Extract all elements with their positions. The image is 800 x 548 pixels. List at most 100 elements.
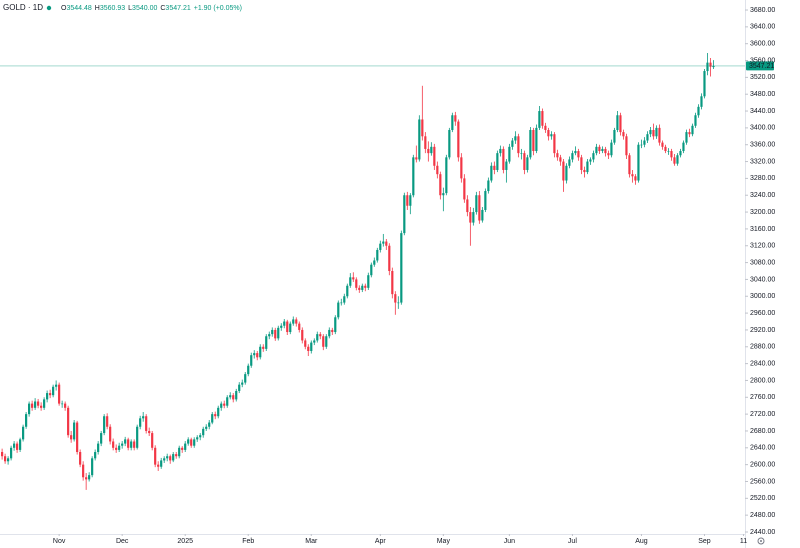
candle-body — [448, 129, 451, 158]
candle-body — [256, 353, 259, 358]
candle-body — [667, 151, 670, 152]
candle-body — [616, 115, 619, 130]
candle-body — [589, 159, 592, 162]
candle-body — [502, 148, 505, 170]
candle-body — [478, 195, 481, 221]
candle-body — [13, 443, 16, 448]
candle-body — [244, 374, 247, 383]
candle-body — [160, 460, 163, 467]
candle-body — [391, 271, 394, 295]
candle-body — [529, 129, 532, 158]
quote-value: 3560.93 — [100, 5, 125, 12]
status-dot — [46, 5, 52, 11]
quote-label: O — [61, 5, 67, 12]
candle-body — [484, 191, 487, 210]
candle-body — [514, 136, 517, 141]
candle-body — [286, 321, 289, 333]
candles — [1, 52, 715, 490]
y-tick-label: 2720.00 — [750, 411, 775, 418]
candle-body — [490, 165, 493, 181]
candle-body — [238, 384, 241, 391]
candle-body — [115, 447, 118, 450]
candle-body — [643, 140, 646, 145]
candle-body — [376, 249, 379, 261]
settings-icon[interactable] — [757, 537, 765, 545]
candle-body — [106, 416, 109, 427]
candle-body — [565, 165, 568, 181]
candle-body — [127, 439, 130, 448]
y-tick-label: 2920.00 — [750, 327, 775, 334]
legend-header: GOLD · 1D O3544.48 H3560.93 L3540.00 C3547.… — [3, 3, 242, 12]
candle-body — [73, 422, 76, 440]
candle-body — [172, 454, 175, 461]
candle-body — [310, 342, 313, 351]
candle-body — [193, 439, 196, 446]
x-tick-label: Mar — [305, 538, 318, 545]
candle-body — [355, 279, 358, 288]
y-tick-label: 3040.00 — [750, 276, 775, 283]
candle-body — [595, 146, 598, 154]
candle-body — [499, 148, 502, 154]
y-tick-label: 3640.00 — [750, 24, 775, 31]
candle-body — [505, 161, 508, 170]
candle-body — [319, 334, 322, 337]
candle-body — [361, 285, 364, 290]
candle-body — [703, 71, 706, 97]
candle-body — [577, 151, 580, 158]
quote-value: 3547.21 — [165, 5, 190, 12]
candle-body — [142, 416, 145, 419]
candle-body — [559, 157, 562, 162]
candle-body — [31, 403, 34, 408]
y-tick-label: 3280.00 — [750, 175, 775, 182]
candle-body — [415, 157, 418, 160]
candle-body — [52, 386, 55, 396]
y-tick-label: 2680.00 — [750, 428, 775, 435]
candle-body — [235, 390, 238, 400]
candle-body — [382, 241, 385, 244]
x-tick-label: May — [437, 538, 451, 545]
candle-body — [25, 414, 28, 427]
candle-body — [337, 302, 340, 318]
candle-body — [88, 475, 91, 480]
candle-body — [202, 428, 205, 436]
candle-body — [169, 456, 172, 461]
candle-body — [427, 148, 430, 154]
y-tick-label: 2520.00 — [750, 495, 775, 502]
candle-body — [175, 454, 178, 457]
candle-body — [1, 452, 4, 457]
candle-body — [469, 212, 472, 223]
candle-body — [133, 441, 136, 448]
candle-body — [229, 395, 232, 398]
y-tick-label: 2960.00 — [750, 310, 775, 317]
x-tick-label: Sep — [698, 538, 711, 545]
y-tick-label: 3680.00 — [750, 7, 775, 14]
candle-body — [526, 157, 529, 170]
quote-change: +1.90 (+0.05%) — [194, 5, 242, 12]
candle-body — [541, 111, 544, 126]
y-tick-label: 2880.00 — [750, 344, 775, 351]
x-tick-label: Nov — [53, 538, 66, 545]
candle-body — [631, 174, 634, 177]
candle-body — [328, 329, 331, 337]
y-tick-label: 3000.00 — [750, 293, 775, 300]
candle-body — [700, 96, 703, 107]
candle-body — [634, 176, 637, 181]
candle-body — [247, 365, 250, 375]
candle-body — [466, 199, 469, 213]
candle-body — [367, 275, 370, 288]
candle-body — [706, 62, 709, 72]
candle-body — [586, 161, 589, 173]
candle-body — [304, 340, 307, 347]
candle-body — [712, 65, 715, 68]
candle-body — [544, 125, 547, 130]
candle-body — [430, 146, 433, 154]
x-tick-label: 2025 — [177, 538, 193, 545]
candle-body — [442, 193, 445, 196]
candle-body — [373, 260, 376, 265]
candle-body — [196, 437, 199, 440]
candle-body — [112, 441, 115, 448]
quote-line: O3544.48 H3560.93 L3540.00 C3547.21 +1.90 (+… — [61, 5, 242, 12]
candle-body — [538, 111, 541, 128]
